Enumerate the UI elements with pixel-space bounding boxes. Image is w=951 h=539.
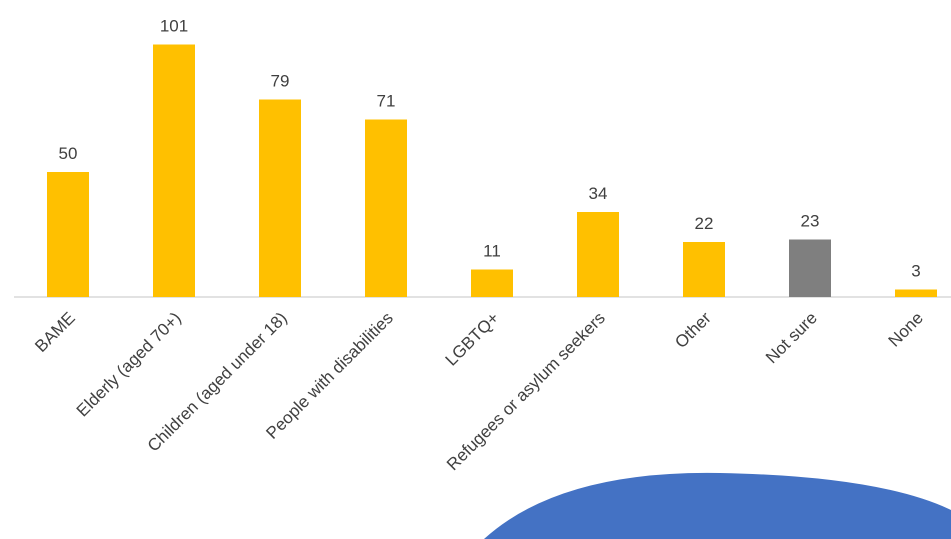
bar-1 [153, 44, 195, 297]
bar-5 [577, 212, 619, 297]
bar-3 [365, 119, 407, 297]
decorative-circle-shape [484, 472, 951, 539]
category-label-4: LGBTQ+ [442, 308, 503, 369]
category-label-6: Other [671, 308, 715, 352]
data-label-8: 3 [911, 262, 920, 281]
data-label-5: 34 [589, 184, 608, 203]
data-labels-group: 50 101 79 71 11 34 22 23 3 [59, 17, 921, 281]
bar-7 [789, 239, 831, 297]
category-label-7: Not sure [762, 308, 821, 367]
data-label-2: 79 [271, 72, 290, 91]
bar-4 [471, 269, 513, 297]
bars-group [47, 44, 937, 297]
bar-6 [683, 242, 725, 297]
data-label-0: 50 [59, 144, 78, 163]
bar-0 [47, 172, 89, 297]
data-label-7: 23 [801, 212, 820, 231]
data-label-3: 71 [377, 92, 396, 111]
data-label-6: 22 [695, 214, 714, 233]
category-label-1: Elderly (aged 70+) [73, 308, 185, 420]
data-label-1: 101 [160, 17, 188, 36]
category-label-8: None [885, 308, 927, 350]
category-label-0: BAME [31, 308, 79, 356]
bar-2 [259, 99, 301, 297]
data-label-4: 11 [483, 242, 501, 261]
bar-8 [895, 289, 937, 297]
